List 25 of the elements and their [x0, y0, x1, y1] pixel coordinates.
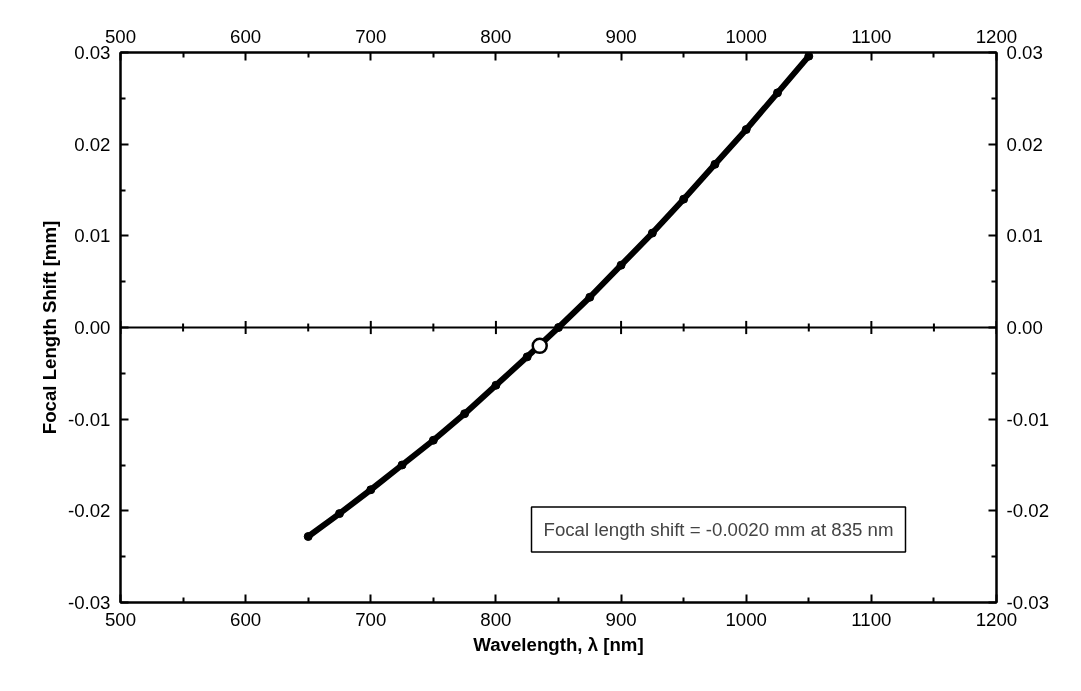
x-tick-label: 800	[480, 25, 512, 47]
y2-tick-label: -0.01	[1006, 408, 1050, 430]
x2-tick-label: 900	[605, 608, 637, 630]
x-tick-label: 1100	[851, 25, 892, 47]
y-tick-label: -0.01	[67, 408, 111, 430]
y-tick-label: 0.01	[74, 225, 111, 247]
y2-tick-label: 0.00	[1006, 317, 1043, 338]
x2-tick-label: 800	[480, 608, 512, 630]
y-tick-label: 0.00	[74, 317, 111, 338]
y2-tick-label: 0.01	[1006, 225, 1043, 247]
x2-tick-label: 1100	[851, 608, 892, 630]
x-tick-label: 900	[605, 25, 637, 47]
x-axis-title: Wavelength, λ [nm]	[473, 633, 644, 655]
x-tick-label: 700	[355, 25, 387, 47]
x-tick-label: 600	[230, 25, 262, 47]
x2-tick-label: 700	[355, 608, 387, 630]
y-tick-label: -0.02	[67, 500, 111, 522]
y-tick-label: 0.02	[74, 133, 111, 155]
x2-tick-label: 1000	[725, 608, 767, 630]
x-tick-label: 1000	[725, 25, 767, 47]
annotation: Focal length shift = -0.0020 mm at 835 nm	[543, 519, 894, 540]
y2-tick-label: -0.02	[1006, 500, 1050, 522]
x2-tick-label: 600	[230, 608, 262, 630]
y2-tick-label: 0.02	[1006, 133, 1043, 155]
y-axis-title: Focal Length Shift [mm]	[38, 220, 60, 435]
